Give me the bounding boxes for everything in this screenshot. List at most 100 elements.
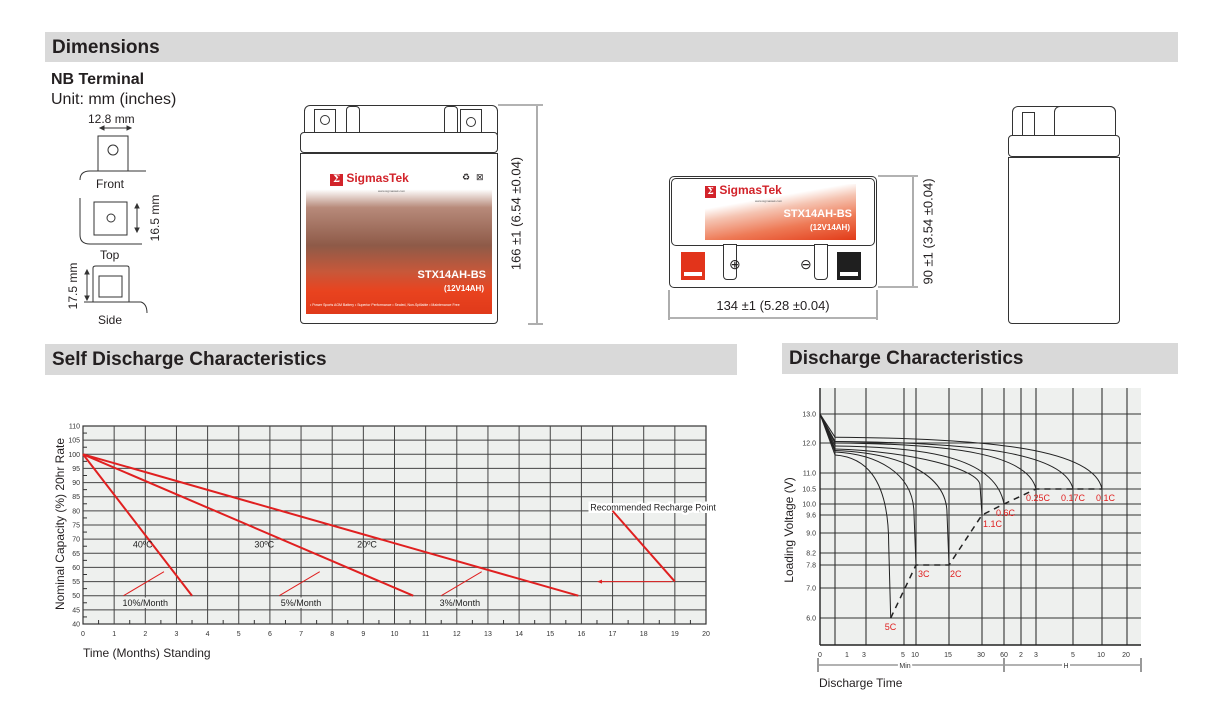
website: www.sigmastek.com (755, 199, 783, 203)
series-line-40ºC (82, 453, 193, 597)
y-tick-label: 9.0 (806, 531, 816, 538)
rate-label: 0.1C (1096, 493, 1116, 503)
discharge-curve-0.17C (834, 441, 1074, 490)
y-tick-label: 105 (68, 438, 80, 445)
x-tick-label: 5 (901, 652, 905, 659)
sd-xlabel: Time (Months) Standing (83, 646, 211, 660)
rate-label: 3C (918, 569, 930, 579)
positive-terminal (681, 252, 705, 280)
arrow-head (596, 579, 602, 584)
dc-ylabel: Loading Voltage (V) (782, 477, 796, 583)
rate-label: 0.6C (996, 508, 1016, 518)
hour-unit-label: H (1063, 663, 1068, 670)
discharge-curve-0.25C (834, 442, 1037, 490)
section-header-self-discharge: Self Discharge Characteristics (45, 344, 737, 375)
discharge-curve-3C (834, 451, 917, 566)
discharge-curve-1.1C (834, 448, 983, 516)
rate-arrow (440, 571, 482, 597)
y-tick-label: 11.0 (803, 471, 816, 478)
negative-terminal (837, 252, 861, 280)
y-tick-label: 7.8 (806, 563, 816, 570)
x-tick-label: 16 (578, 631, 586, 638)
x-tick-label: 5 (1071, 652, 1075, 659)
x-tick-label: 15 (944, 652, 952, 659)
rate-label: 3%/Month (440, 598, 481, 608)
width-dimension: 134 ±1 (5.28 ±0.04) (716, 298, 830, 313)
x-tick-label: 19 (671, 631, 679, 638)
unit-label: Unit: mm (inches) (51, 91, 177, 108)
battery-top-view: Σ SigmasTek www.sigmastek.com STX14AH-BS… (669, 176, 877, 288)
feature-list: • Power Sports AGM Battery • Superior Pe… (310, 303, 460, 307)
rate-label: 2C (950, 569, 962, 579)
x-tick-label: 12 (453, 631, 461, 638)
y-tick-label: 10.5 (802, 487, 816, 494)
y-tick-label: 55 (72, 579, 80, 586)
section-header-discharge: Discharge Characteristics (782, 343, 1178, 374)
rate-label: 5C (885, 622, 897, 632)
dc-xlabel: Discharge Time (819, 676, 903, 690)
y-tick-label: 100 (68, 452, 80, 459)
rate-label: 0.25C (1026, 493, 1051, 503)
x-tick-label: 11 (422, 631, 429, 638)
x-tick-label: 14 (515, 631, 523, 638)
front-label: Front (96, 177, 125, 191)
x-tick-label: 13 (484, 631, 492, 638)
x-tick-label: 0 (81, 631, 85, 638)
x-tick-label: 9 (361, 631, 365, 638)
rate-label: 1.1C (983, 519, 1003, 529)
series-label: 40ºC (133, 540, 153, 550)
x-tick-label: 1 (845, 652, 849, 659)
x-tick-label: 17 (609, 631, 617, 638)
x-tick-label: 20 (702, 631, 710, 638)
y-tick-label: 95 (72, 466, 80, 473)
x-tick-label: 6 (268, 631, 272, 638)
brand-name: SigmasTek (719, 184, 782, 197)
y-tick-label: 9.6 (806, 513, 816, 520)
y-tick-label: 10.0 (802, 502, 816, 509)
y-tick-label: 45 (72, 607, 80, 614)
battery-label-image: Σ SigmasTek www.sigmastek.com ♻ ⊠ STX14A… (306, 162, 492, 314)
brand-name: SigmasTek (346, 171, 409, 185)
recharge-pointer (611, 510, 676, 583)
terminal-width-label: 12.8 mm (88, 112, 135, 126)
x-tick-label: 18 (640, 631, 648, 638)
model-spec: (12V14AH) (809, 223, 850, 232)
positive-symbol: ⊕ (729, 256, 741, 272)
x-tick-label: 10 (1097, 652, 1105, 659)
discharge-curve-2C (834, 450, 950, 566)
x-tick-label: 2 (143, 631, 147, 638)
y-tick-label: 65 (72, 551, 80, 558)
cutoff-voltage-line (890, 488, 1102, 619)
rate-arrow (123, 571, 165, 597)
sd-ylabel: Nominal Capacity (%) 20hr Rate (53, 437, 67, 611)
plot-area (820, 388, 1141, 645)
battery-side-view (1008, 106, 1120, 324)
x-tick-label: 0 (818, 652, 822, 659)
x-tick-label: 30 (977, 652, 985, 659)
min-unit-label: Min (899, 663, 910, 670)
y-tick-label: 70 (72, 537, 80, 544)
recharge-annotation: Recommended Recharge Point (590, 502, 716, 512)
x-tick-label: 5 (237, 631, 241, 638)
y-tick-label: 7.0 (806, 586, 816, 593)
y-tick-label: 13.0 (802, 412, 816, 419)
terminal-title: NB Terminal (51, 71, 145, 88)
x-tick-label: 20 (1122, 652, 1130, 659)
x-tick-label: 2 (1019, 652, 1023, 659)
x-tick-label: 60 (1000, 652, 1008, 659)
website: www.sigmastek.com (378, 189, 406, 193)
series-line-30ºC (82, 453, 414, 597)
y-tick-label: 80 (72, 508, 80, 515)
y-tick-label: 40 (72, 622, 80, 629)
model-spec: (12V14AH) (443, 284, 484, 293)
y-tick-label: 60 (72, 565, 80, 572)
y-tick-label: 6.0 (806, 616, 816, 623)
top-label: Top (100, 248, 120, 262)
rate-arrow (278, 571, 320, 597)
bin-icon: ⊠ (476, 172, 484, 182)
series-label: 30ºC (254, 540, 274, 550)
y-tick-label: 85 (72, 494, 80, 501)
recycle-icon: ♻ (462, 172, 471, 182)
